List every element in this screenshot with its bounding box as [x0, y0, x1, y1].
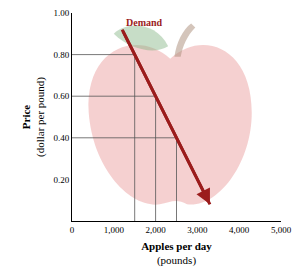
svg-text:4,000: 4,000: [229, 225, 250, 235]
svg-text:1.00: 1.00: [53, 8, 69, 18]
svg-text:0.20: 0.20: [53, 175, 69, 185]
svg-text:0.60: 0.60: [53, 91, 69, 101]
svg-text:0.40: 0.40: [53, 133, 69, 143]
svg-text:Demand: Demand: [126, 17, 163, 28]
svg-text:0: 0: [70, 225, 75, 235]
svg-text:Apples per day(pounds): Apples per day(pounds): [141, 240, 212, 267]
svg-text:5,000: 5,000: [271, 225, 292, 235]
svg-text:2,000: 2,000: [145, 225, 166, 235]
svg-text:Price(dollar per pound): Price(dollar per pound): [20, 77, 47, 157]
svg-text:0.80: 0.80: [53, 50, 69, 60]
svg-text:3,000: 3,000: [187, 225, 208, 235]
svg-text:1,000: 1,000: [104, 225, 125, 235]
